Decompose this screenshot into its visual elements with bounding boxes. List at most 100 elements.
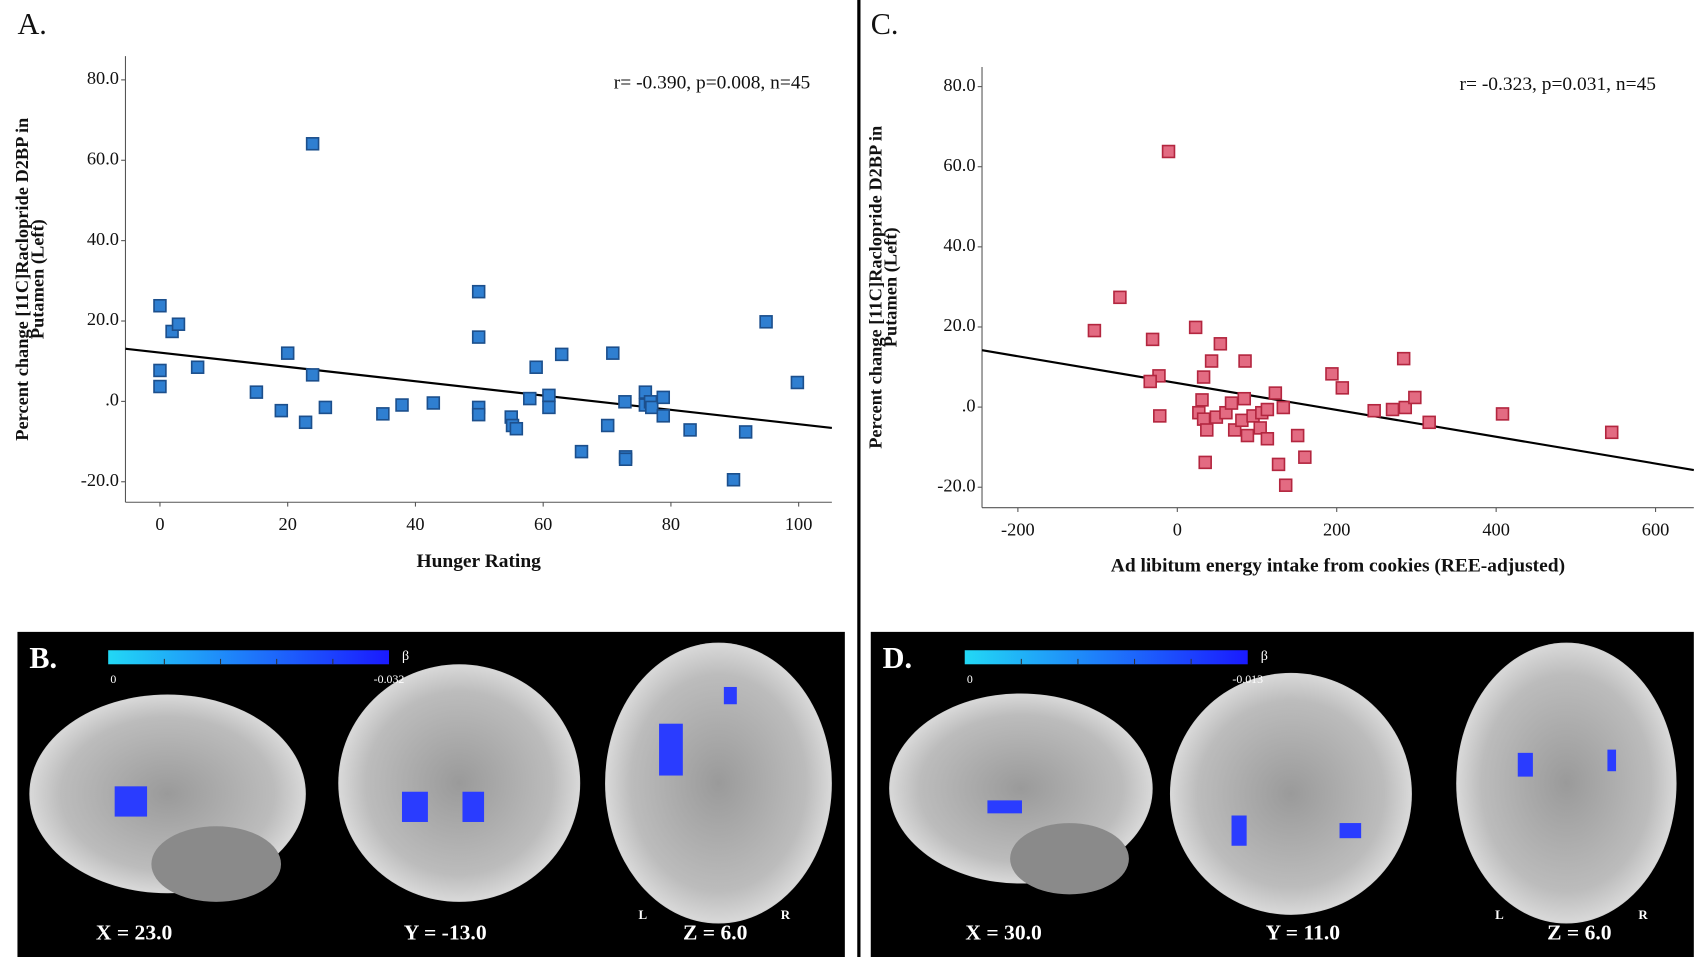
- brain-images: [29, 642, 1677, 924]
- point: [153, 363, 167, 378]
- point: [190, 360, 205, 374]
- fit-line: [125, 347, 832, 429]
- panel-label: A.: [17, 7, 46, 41]
- point: [1087, 323, 1102, 338]
- point: [574, 444, 589, 459]
- panel-label: D.: [883, 641, 912, 675]
- point: [726, 473, 741, 487]
- y-tick-label: -20.0: [81, 470, 119, 490]
- point: [509, 421, 524, 436]
- y-tick-label: .0: [962, 395, 976, 415]
- point: [523, 391, 537, 406]
- x-tick-label: 600: [1642, 520, 1670, 540]
- point: [1335, 381, 1350, 395]
- fit-line: [981, 349, 1694, 472]
- point: [1235, 413, 1249, 428]
- point: [1196, 370, 1211, 384]
- point: [1396, 351, 1411, 366]
- point: [1276, 400, 1291, 415]
- point: [1198, 455, 1212, 470]
- y-tick-label: 40.0: [87, 229, 119, 249]
- point: [471, 284, 486, 299]
- point: [656, 409, 671, 423]
- y-tick-label: 60.0: [943, 155, 975, 175]
- point: [1495, 407, 1510, 421]
- point: [298, 415, 313, 430]
- point: [618, 452, 633, 467]
- point: [1204, 354, 1219, 368]
- y-tick-label: -20.0: [937, 475, 975, 495]
- point: [790, 375, 805, 390]
- y-axis-label: Putamen (Left): [881, 227, 902, 347]
- point: [1604, 425, 1619, 440]
- x-axis-label: Hunger Rating: [416, 551, 541, 572]
- point: [1224, 396, 1239, 410]
- x-tick-label: 100: [785, 514, 813, 534]
- point: [759, 315, 773, 329]
- point: [645, 400, 659, 415]
- point: [1238, 354, 1252, 368]
- point: [1325, 367, 1339, 381]
- y-tick-label: 40.0: [943, 235, 975, 255]
- point: [1398, 400, 1413, 415]
- point: [153, 298, 167, 313]
- point: [1298, 450, 1312, 464]
- point: [426, 396, 441, 410]
- view-label: X = 30.0: [965, 920, 1042, 944]
- point: [305, 137, 320, 151]
- view-label: Z = 6.0: [1547, 920, 1612, 944]
- point: [1195, 393, 1209, 407]
- point: [1271, 457, 1286, 472]
- point: [318, 400, 333, 415]
- point: [618, 395, 632, 409]
- x-tick-label: 80: [662, 514, 680, 534]
- y-axis-label: Percent change [11C]Raclopride D2BP in: [12, 118, 32, 441]
- point: [249, 385, 264, 399]
- point: [1153, 409, 1167, 423]
- point: [471, 330, 486, 344]
- point: [1268, 386, 1283, 400]
- y-axis-label: Percent change [11C]Raclopride D2BP in: [865, 126, 885, 449]
- point: [542, 400, 556, 415]
- x-tick-label: 200: [1323, 520, 1351, 540]
- x-tick-label: 60: [534, 514, 552, 534]
- colorbar-min: 0: [967, 672, 973, 686]
- point: [1367, 403, 1381, 418]
- point: [376, 407, 390, 421]
- colorbar-symbol: β: [402, 648, 409, 664]
- point: [280, 346, 295, 360]
- colorbar-symbol: β: [1261, 648, 1268, 664]
- point: [683, 423, 697, 437]
- orientation-label: L: [639, 907, 648, 922]
- point: [1422, 415, 1436, 430]
- point: [1200, 423, 1214, 437]
- point: [274, 403, 289, 418]
- view-label: Y = 11.0: [1266, 920, 1340, 944]
- y-tick-label: 80.0: [943, 75, 975, 95]
- view-label: Y = -13.0: [404, 920, 487, 944]
- view-label: Z = 6.0: [683, 920, 747, 944]
- point: [1213, 337, 1228, 351]
- colorbar: [108, 650, 390, 665]
- x-tick-label: 0: [1173, 520, 1182, 540]
- orientation-label: R: [1638, 907, 1648, 922]
- x-tick-label: -200: [1001, 520, 1035, 540]
- orientation-label: L: [1495, 907, 1504, 922]
- y-tick-label: 20.0: [87, 309, 119, 329]
- point: [1290, 428, 1305, 443]
- y-tick-label: .0: [105, 390, 119, 410]
- colorbar-max: -0.013: [1232, 672, 1263, 686]
- point: [1408, 390, 1422, 405]
- point: [1253, 421, 1267, 435]
- view-label: X = 23.0: [96, 920, 173, 944]
- point: [738, 425, 753, 439]
- x-axis-label: Ad libitum energy intake from cookies (R…: [1111, 556, 1565, 577]
- annotation: r= -0.323, p=0.031, n=45: [1460, 74, 1656, 95]
- point: [1113, 290, 1127, 305]
- colorbar-max: -0.032: [374, 672, 405, 686]
- y-tick-label: 60.0: [87, 148, 119, 168]
- x-tick-label: 40: [406, 514, 424, 534]
- point: [395, 398, 409, 412]
- point: [1385, 402, 1400, 417]
